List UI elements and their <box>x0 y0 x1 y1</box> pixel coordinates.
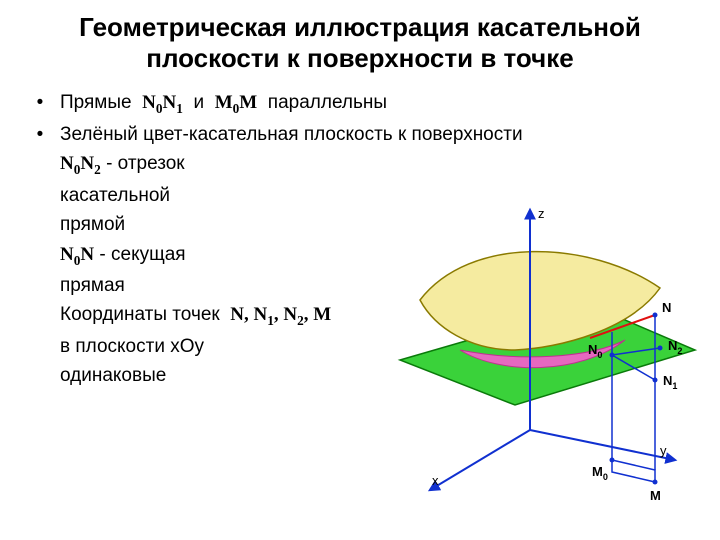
svg-text:M0: M0 <box>592 464 608 482</box>
diagram-3d: zyxN0NN2N1M0M <box>360 200 700 520</box>
svg-text:y: y <box>660 443 667 458</box>
math-pointlist: N, N1, N2, M <box>230 304 331 325</box>
text-pryamye: Прямые <box>60 92 132 113</box>
text-green: Зелёный цвет-касательная плоскость к пов… <box>60 120 523 149</box>
text-sek: - секущая <box>99 244 185 265</box>
slide-title: Геометрическая иллюстрация касательной п… <box>30 12 690 74</box>
math-n0n2: N0N2 <box>60 153 101 174</box>
svg-text:M: M <box>650 488 661 503</box>
bullet-2: • Зелёный цвет-касательная плоскость к п… <box>30 120 690 149</box>
text-coord: Координаты точек <box>60 304 220 325</box>
svg-text:N1: N1 <box>663 373 677 391</box>
svg-text:z: z <box>538 206 545 221</box>
svg-text:N: N <box>662 300 671 315</box>
text-i: и <box>194 92 205 113</box>
bullet-dot: • <box>30 88 50 117</box>
line-n0n2: N0N2 - отрезок <box>60 149 690 180</box>
math-n0n1: N0N1 <box>142 92 183 113</box>
math-n0n: N0N <box>60 244 94 265</box>
svg-text:x: x <box>432 473 439 488</box>
bullet-dot: • <box>30 120 50 149</box>
math-m0m: M0M <box>215 92 258 113</box>
bullet-1: • Прямые N0N1 и M0M параллельны <box>30 88 690 119</box>
text-otrezok: - отрезок <box>106 153 185 174</box>
text-parallel: параллельны <box>268 92 387 113</box>
